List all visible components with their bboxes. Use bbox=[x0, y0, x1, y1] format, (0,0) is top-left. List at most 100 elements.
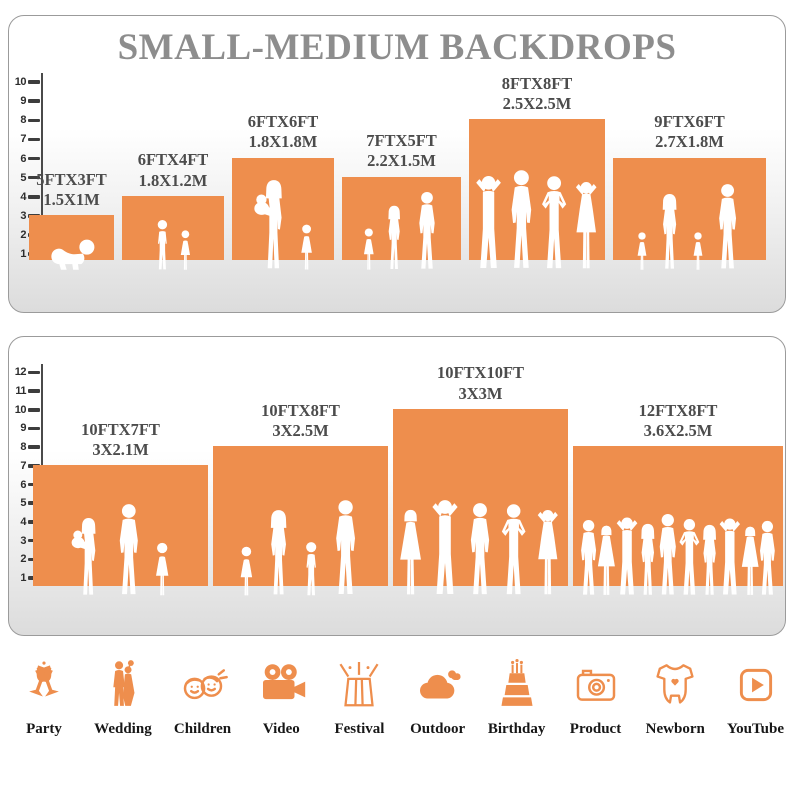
ruler-number: 1 bbox=[20, 248, 26, 260]
size-ft-label: 6FTX6FT bbox=[247, 112, 319, 132]
ruler-number: 3 bbox=[20, 534, 26, 547]
ruler-number: 8 bbox=[20, 114, 26, 127]
size-m-label: 2.7X1.8M bbox=[655, 132, 724, 152]
backdrop-rect bbox=[232, 157, 334, 261]
ruler-tick-mark bbox=[27, 80, 40, 84]
people-silhouettes bbox=[342, 191, 461, 271]
backdrop-bar: 6FTX4FT 1.8X1.2M bbox=[122, 150, 224, 260]
size-m-label: 2.5X2.5M bbox=[502, 94, 572, 114]
newborn-icon bbox=[648, 658, 702, 712]
ruler-tick-mark bbox=[27, 445, 40, 449]
backdrop-rect bbox=[613, 157, 766, 261]
size-ft-label: 7FTX5FT bbox=[366, 131, 437, 151]
size-ft-label: 10FTX8FT bbox=[261, 400, 340, 420]
youtube-icon bbox=[729, 658, 783, 712]
ruler-number: 2 bbox=[20, 228, 26, 241]
video-icon bbox=[254, 658, 308, 712]
backdrop-rect bbox=[342, 176, 461, 260]
page-title: SMALL-MEDIUM BACKDROPS bbox=[117, 27, 677, 68]
ruler-number: 9 bbox=[20, 422, 26, 435]
ruler-tick-7: 7 bbox=[12, 133, 40, 145]
category-label: YouTube bbox=[727, 721, 784, 737]
ruler-tick-9: 9 bbox=[12, 95, 40, 107]
size-m-label: 1.8X1.8M bbox=[248, 132, 318, 152]
backdrop-rect bbox=[29, 214, 114, 260]
ruler-number: 7 bbox=[20, 133, 26, 146]
ruler-number: 11 bbox=[15, 385, 26, 397]
people-silhouettes bbox=[469, 169, 605, 271]
size-ft-label: 5FTX3FT bbox=[36, 169, 107, 189]
backdrop-rect bbox=[469, 119, 605, 260]
backdrop-bar: 10FTX10FT 3X3M bbox=[393, 363, 568, 586]
ruler-number: 9 bbox=[20, 95, 26, 108]
backdrop-bar: 5FTX3FT 1.5X1M bbox=[29, 170, 114, 260]
girl-dress-silhouette bbox=[690, 231, 706, 271]
backdrop-rect bbox=[213, 446, 388, 586]
category-label: Birthday bbox=[487, 721, 546, 737]
ruler-number: 4 bbox=[20, 190, 26, 203]
ruler-line bbox=[41, 73, 43, 260]
birthday-icon bbox=[490, 658, 544, 712]
man-standing-silhouette bbox=[710, 183, 745, 271]
category-label: Wedding bbox=[94, 721, 152, 737]
people-silhouettes bbox=[29, 237, 114, 271]
girl-dress-silhouette bbox=[360, 227, 378, 271]
ruler-number: 5 bbox=[20, 171, 26, 184]
woman-arms-up-silhouette bbox=[566, 179, 606, 271]
category-birthday: Birthday bbox=[487, 658, 546, 738]
woman-arms-up-silhouette bbox=[528, 507, 568, 597]
girl-dress-silhouette bbox=[297, 223, 316, 271]
ruler-number: 4 bbox=[20, 515, 26, 528]
size-m-label: 3.6X2.5M bbox=[643, 420, 713, 440]
category-row: Party Wedding Children Video Festival Outdoor… bbox=[0, 658, 800, 738]
woman-standing-silhouette bbox=[654, 193, 685, 271]
ruler-number: 3 bbox=[20, 209, 26, 222]
backdrop-rect bbox=[573, 446, 783, 586]
backdrop-size-label: 8FTX8FT 2.5X2.5M bbox=[502, 74, 573, 114]
backdrop-rect bbox=[393, 408, 568, 586]
category-label: Product bbox=[569, 721, 622, 737]
panel-medium: 1 2 3 4 5 6 7 8 9 10 11 12 10FTX7FT 3X2.1M 10FTX8FT 3X… bbox=[8, 336, 786, 636]
category-outdoor: Outdoor bbox=[410, 658, 466, 738]
boy-standing-silhouette bbox=[300, 541, 322, 597]
woman-standing-silhouette bbox=[261, 509, 296, 597]
backdrop-size-label: 10FTX8FT 3X2.5M bbox=[261, 401, 340, 441]
backdrop-bar: 9FTX6FT 2.7X1.8M bbox=[613, 112, 766, 260]
ruler-number: 8 bbox=[20, 441, 26, 454]
ruler-number: 6 bbox=[20, 478, 26, 491]
backdrop-size-label: 10FTX10FT 3X3M bbox=[437, 363, 524, 403]
ruler-tick-10: 10 bbox=[12, 404, 40, 416]
man-standing-silhouette bbox=[326, 499, 365, 597]
category-video: Video bbox=[253, 658, 309, 738]
ruler-number: 5 bbox=[20, 497, 26, 510]
size-m-label: 1.8X1.2M bbox=[138, 170, 208, 190]
woman-holding-baby-silhouette bbox=[249, 179, 293, 271]
ruler-tick-5: 5 bbox=[12, 172, 40, 184]
category-party: Party bbox=[16, 658, 72, 738]
ruler-tick-mark bbox=[27, 370, 40, 375]
ruler-number: 1 bbox=[20, 572, 26, 584]
boy-standing-silhouette bbox=[152, 219, 173, 271]
ruler-tick-10: 10 bbox=[12, 76, 40, 88]
ruler-tick-mark bbox=[27, 407, 40, 412]
baby-crawling-silhouette bbox=[46, 237, 96, 271]
backdrop-size-label: 6FTX4FT 1.8X1.2M bbox=[138, 150, 209, 190]
girl-dress-silhouette bbox=[177, 229, 194, 271]
woman-holding-baby-silhouette bbox=[67, 517, 105, 597]
ruler-tick-mark bbox=[27, 118, 40, 123]
ruler-number: 12 bbox=[14, 366, 27, 379]
backdrop-size-label: 6FTX6FT 1.8X1.8M bbox=[248, 112, 319, 152]
ruler-number: 2 bbox=[20, 553, 26, 566]
ruler-number: 10 bbox=[14, 403, 27, 416]
backdrop-bar: 6FTX6FT 1.8X1.8M bbox=[232, 112, 334, 260]
outdoor-icon bbox=[411, 658, 465, 712]
ruler-number: 7 bbox=[20, 459, 26, 472]
ruler-tick-12: 12 bbox=[12, 366, 40, 378]
girl-dress-silhouette bbox=[151, 541, 173, 597]
girl-dress-silhouette bbox=[634, 231, 650, 271]
people-silhouettes bbox=[613, 183, 766, 271]
size-m-label: 2.2X1.5M bbox=[367, 151, 436, 171]
category-newborn: Newborn bbox=[646, 658, 705, 738]
backdrop-size-label: 12FTX8FT 3.6X2.5M bbox=[639, 401, 718, 441]
ruler-tick-mark bbox=[27, 156, 40, 161]
